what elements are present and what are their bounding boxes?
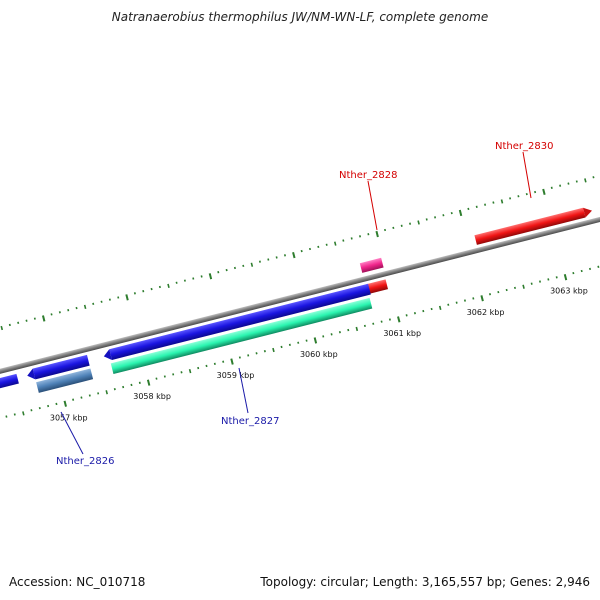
tick-forward-major <box>292 251 296 259</box>
gene-nther-2828-feature[interactable] <box>359 257 384 273</box>
tick-reverse-minor <box>22 411 25 416</box>
leader-line-nther-2830 <box>522 151 532 199</box>
tick-forward-minor <box>584 178 587 183</box>
tick-forward-minor <box>250 262 254 267</box>
map-title: Natranaerobius thermophilus JW/NM-WN-LF,… <box>111 10 489 24</box>
tick-label-3063: 3063 kbp <box>550 287 588 296</box>
tick-forward-major <box>458 209 463 217</box>
tick-forward-minor <box>500 199 504 204</box>
tick-forward-minor <box>333 241 337 246</box>
tick-label-3062: 3062 kbp <box>467 308 505 317</box>
tick-forward-minor <box>417 220 420 225</box>
tick-reverse-minor <box>355 326 359 332</box>
gene-feature-reverse-large[interactable] <box>109 283 371 360</box>
tick-reverse-minor <box>272 347 275 353</box>
tick-row-forward <box>0 176 595 331</box>
gene-feature-reverse[interactable] <box>366 279 389 294</box>
gene-label-nther-2830[interactable]: Nther_2830 <box>495 141 553 152</box>
tick-forward-minor <box>167 283 170 288</box>
tick-reverse-major <box>397 316 401 323</box>
tick-reverse-major <box>146 379 151 386</box>
leader-line-nther-2826 <box>60 411 84 455</box>
gene-label-nther-2828[interactable]: Nther_2828 <box>339 170 397 181</box>
tick-reverse-minor <box>188 368 192 374</box>
gene-nther-2826-feature[interactable] <box>36 368 94 393</box>
genome-backbone <box>0 185 600 402</box>
tick-forward-major <box>375 230 379 238</box>
leader-line-nther-2828 <box>367 180 378 231</box>
tick-label-3058: 3058 kbp <box>133 392 171 401</box>
tick-labels: 3057 kbp 3058 kbp 3059 kbp 3060 kbp 3061 kbp… <box>50 287 588 423</box>
tick-label-3061: 3061 kbp <box>383 329 421 338</box>
gene-feature-edge[interactable] <box>0 373 19 389</box>
tick-reverse-minor <box>105 390 108 395</box>
tick-reverse-major <box>480 295 484 302</box>
tick-reverse-minor <box>438 305 442 310</box>
leader-line-nther-2827 <box>238 367 249 414</box>
tick-forward-minor <box>0 325 4 331</box>
tick-reverse-major <box>63 400 67 407</box>
accession-text: Accession: NC_010718 <box>9 575 146 589</box>
gene-nther-2827-feature[interactable] <box>110 297 373 375</box>
tick-reverse-major <box>230 358 234 365</box>
tick-forward-major <box>125 294 129 301</box>
tick-forward-major <box>542 188 546 196</box>
tick-forward-minor <box>83 304 87 310</box>
tick-label-3060: 3060 kbp <box>300 350 338 359</box>
rotated-map: 3057 kbp 3058 kbp 3059 kbp 3060 kbp 3061 kbp… <box>0 176 600 423</box>
gene-feature-forward-arrow <box>583 207 593 218</box>
tick-forward-major <box>41 315 46 322</box>
gene-label-nther-2826[interactable]: Nther_2826 <box>56 456 114 467</box>
tick-reverse-major <box>313 337 318 344</box>
gene-label-nther-2827[interactable]: Nther_2827 <box>221 416 279 427</box>
topology-summary: Topology: circular; Length: 3,165,557 bp… <box>260 575 590 589</box>
tick-reverse-major <box>563 274 568 281</box>
tick-label-3059: 3059 kbp <box>217 371 255 380</box>
gene-feature-reverse-left-arrow <box>27 368 36 380</box>
gene-feature-forward[interactable] <box>474 207 586 245</box>
tick-forward-major <box>208 273 213 280</box>
gene-feature-reverse-large-arrow <box>103 349 112 360</box>
tick-reverse-minor <box>522 284 525 289</box>
tick-row-reverse <box>5 265 600 418</box>
tick-label-3057: 3057 kbp <box>50 413 88 422</box>
gene-feature-reverse-left[interactable] <box>32 354 90 380</box>
